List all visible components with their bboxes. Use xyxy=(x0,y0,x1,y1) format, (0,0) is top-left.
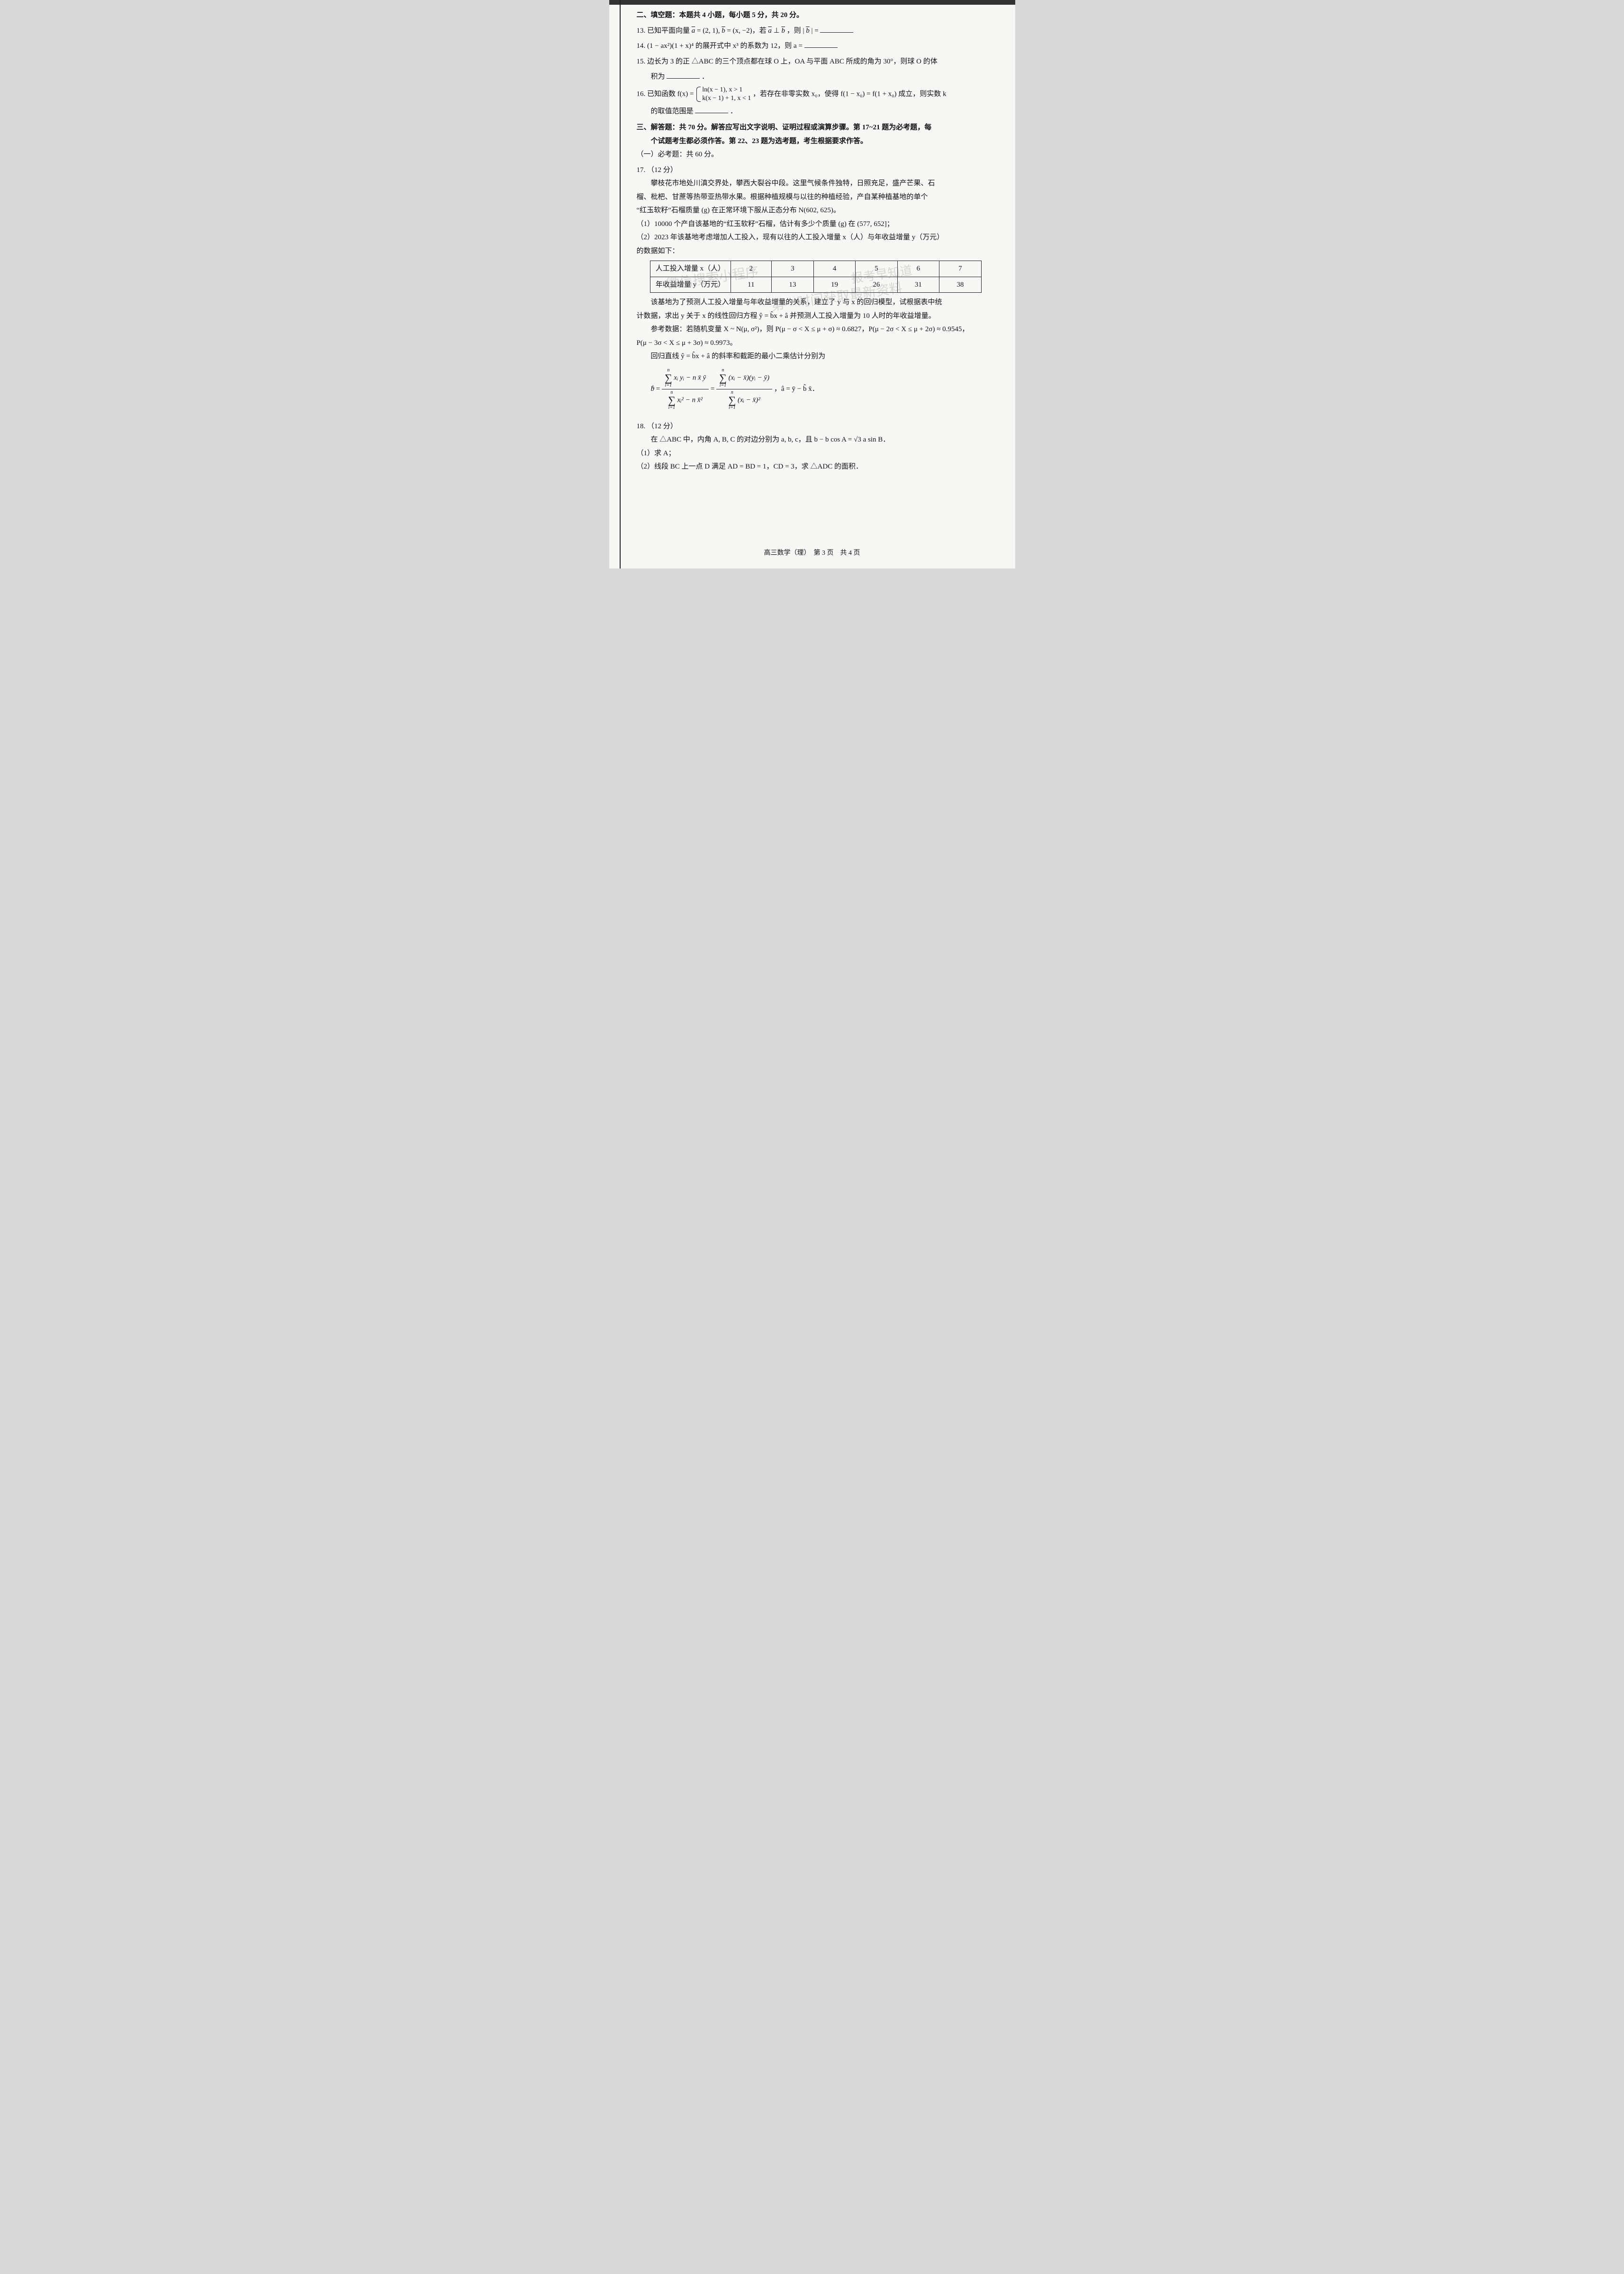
sigma-icon: n ∑ i=1 xyxy=(719,368,727,388)
q17-ref: P(μ − 3σ < X ≤ μ + 3σ) ≈ 0.9973。 xyxy=(637,336,997,350)
table-cell: 26 xyxy=(856,277,897,293)
q-number: 16. xyxy=(637,90,646,98)
question-15: 15. 边长为 3 的正 △ABC 的三个顶点都在球 O 上，OA 与平面 AB… xyxy=(637,55,997,69)
data-table: 人工投入增量 x（人） 2 3 4 5 6 7 年收益增量 y（万元） 11 1… xyxy=(650,261,982,293)
table-cell: 5 xyxy=(856,261,897,277)
exam-page: 微信搜索小程序 第一时间获取最新资料 报考早知道 二、填空题：本题共 4 小题，… xyxy=(609,0,1015,568)
q-text: | = xyxy=(811,27,820,35)
q17-para: 榴、枇杷、甘蔗等热带亚热带水果。根据种植规模与以往的种植经验，产自某种植基地的单… xyxy=(637,190,997,204)
q-points: （12 分） xyxy=(647,166,677,174)
q-number: 18. xyxy=(637,423,646,430)
piecewise-brace: ln(x − 1), x > 1 k(x − 1) + 1, x < 1 xyxy=(695,86,751,103)
table-row: 年收益增量 y（万元） 11 13 19 26 31 38 xyxy=(650,277,981,293)
table-cell: 19 xyxy=(813,277,855,293)
regression-formula: b = n ∑ i=1 xᵢ yᵢ − n x̄ ȳ n ∑ i=1 xᵢ² −… xyxy=(651,367,997,411)
q-text: (1 − ax²)(1 + x)⁴ 的展开式中 x³ 的系数为 12，则 a = xyxy=(647,42,804,50)
answer-blank xyxy=(804,41,838,48)
table-cell: 11 xyxy=(731,277,772,293)
q-number: 17. xyxy=(637,166,646,174)
q-text: 积为 xyxy=(651,73,665,81)
period: ． xyxy=(730,108,737,115)
q18-sub1: （1）求 A； xyxy=(637,447,997,460)
section-3-heading: 三、解答题：共 70 分。解答应写出文字说明、证明过程或演算步骤。第 17~21… xyxy=(637,121,997,135)
period: ． xyxy=(702,73,709,81)
sigma-icon: n ∑ i=1 xyxy=(668,390,676,410)
question-14: 14. (1 − ax²)(1 + x)⁴ 的展开式中 x³ 的系数为 12，则… xyxy=(637,39,997,53)
answer-blank xyxy=(667,72,700,79)
q-text: 已知平面向量 xyxy=(647,27,690,35)
q17-ref: 参考数据：若随机变量 X ~ N(μ, σ²)，则 P(μ − σ < X ≤ … xyxy=(637,323,997,336)
q-number: 14. xyxy=(637,42,646,50)
q17-sub2b: 的数据如下： xyxy=(637,244,997,258)
section-3-sub: （一）必考题：共 60 分。 xyxy=(637,148,997,162)
vector-b: b xyxy=(722,27,725,35)
q-number: 15. xyxy=(637,58,646,65)
formula-part: (xᵢ − x̄)² xyxy=(738,396,760,404)
q17-sub1: （1）10000 个产自该基地的“红玉软籽”石榴，估计有多少个质量 (g) 在 … xyxy=(637,217,997,231)
table-cell: 13 xyxy=(772,277,813,293)
page-footer: 高三数学（理） 第 3 页 共 4 页 xyxy=(609,547,1015,560)
q-text: 的取值范围是 xyxy=(651,108,694,115)
vector-b: b xyxy=(781,27,785,35)
table-cell: 7 xyxy=(939,261,982,277)
perp-symbol: ⊥ xyxy=(774,27,782,35)
question-15-line2: 积为 ． xyxy=(637,70,997,84)
vector-a: a xyxy=(768,27,772,35)
table-cell: 31 xyxy=(897,277,939,293)
q-text: ，则 | xyxy=(787,27,804,35)
question-16: 16. 已知函数 f(x) = ln(x − 1), x > 1 k(x − 1… xyxy=(637,86,997,103)
q17-para: “红玉软籽”石榴质量 (g) 在正常环境下服从正态分布 N(602, 625)。 xyxy=(637,204,997,217)
table-row: 人工投入增量 x（人） 2 3 4 5 6 7 xyxy=(650,261,981,277)
q17-ref2: 回归直线 ŷ = b̂x + â 的斜率和截距的最小二乘估计分别为 xyxy=(637,350,997,363)
sigma-icon: n ∑ i=1 xyxy=(729,390,736,410)
q18-sub2: （2）线段 BC 上一点 D 满足 AD = BD = 1，CD = 3，求 △… xyxy=(637,460,997,474)
formula-part: xᵢ² − n x̄² xyxy=(677,396,703,404)
piecewise-row: ln(x − 1), x > 1 xyxy=(702,86,751,94)
q-text: 已知函数 f(x) = xyxy=(647,90,695,98)
formula-part: xᵢ yᵢ − n x̄ ȳ xyxy=(674,374,706,381)
q17-after: 该基地为了预测人工投入增量与年收益增量的关系，建立了 y 与 x 的回归模型，试… xyxy=(637,296,997,309)
row-label: 年收益增量 y（万元） xyxy=(650,277,731,293)
answer-blank xyxy=(695,106,728,113)
question-18: 18. （12 分） xyxy=(637,420,997,433)
table-cell: 3 xyxy=(772,261,813,277)
piecewise-row: k(x − 1) + 1, x < 1 xyxy=(702,94,751,103)
section-2-heading: 二、填空题：本题共 4 小题，每小题 5 分，共 20 分。 xyxy=(637,9,997,22)
table-cell: 2 xyxy=(731,261,772,277)
b-hat: b xyxy=(651,385,655,393)
question-17: 17. （12 分） xyxy=(637,163,997,177)
q-text: = (2, 1), xyxy=(697,27,722,35)
eq: = xyxy=(711,385,716,393)
q17-para: 攀枝花市地处川滇交界处，攀西大裂谷中段。这里气候条件独特，日照充足，盛产芒果、石 xyxy=(637,177,997,190)
table-cell: 4 xyxy=(813,261,855,277)
q17-after: 计数据，求出 y 关于 x 的线性回归方程 ŷ = b̂x + â 并预测人工投… xyxy=(637,309,997,323)
row-label: 人工投入增量 x（人） xyxy=(650,261,731,277)
formula-part: (xᵢ − x̄)(yᵢ − ȳ) xyxy=(729,374,770,381)
q-text: = (x, −2)，若 xyxy=(727,27,768,35)
q17-sub2: （2）2023 年该基地考虑增加人工投入，现有以往的人工投入增量 x（人）与年收… xyxy=(637,231,997,244)
eq: = xyxy=(656,385,662,393)
answer-blank xyxy=(820,26,853,33)
table-cell: 38 xyxy=(939,277,982,293)
fraction: n ∑ i=1 xᵢ yᵢ − n x̄ ȳ n ∑ i=1 xᵢ² − n x… xyxy=(662,367,709,411)
a-hat-expr: ，â = ȳ − b̂ x̄． xyxy=(774,385,819,393)
vector-a: a xyxy=(692,27,695,35)
question-16-line2: 的取值范围是 ． xyxy=(637,105,997,118)
faded-mark xyxy=(855,27,862,35)
q-number: 13. xyxy=(637,27,646,35)
fraction: n ∑ i=1 (xᵢ − x̄)(yᵢ − ȳ) n ∑ i=1 (xᵢ − … xyxy=(716,367,772,411)
vector-b: b xyxy=(806,27,810,35)
table-cell: 6 xyxy=(897,261,939,277)
sigma-icon: n ∑ i=1 xyxy=(665,368,672,388)
section-3-heading-2: 个试题考生都必须作答。第 22、23 题为选考题，考生根据要求作答。 xyxy=(637,135,997,148)
question-13: 13. 已知平面向量 a = (2, 1), b = (x, −2)，若 a ⊥… xyxy=(637,24,997,38)
q-points: （12 分） xyxy=(647,423,677,430)
q-text: 边长为 3 的正 △ABC 的三个顶点都在球 O 上，OA 与平面 ABC 所成… xyxy=(647,58,938,65)
q-text: ，若存在非零实数 x₀，使得 f(1 − x₀) = f(1 + x₀) 成立，… xyxy=(753,90,947,98)
q18-para: 在 △ABC 中，内角 A, B, C 的对边分别为 a, b, c，且 b −… xyxy=(637,433,997,447)
